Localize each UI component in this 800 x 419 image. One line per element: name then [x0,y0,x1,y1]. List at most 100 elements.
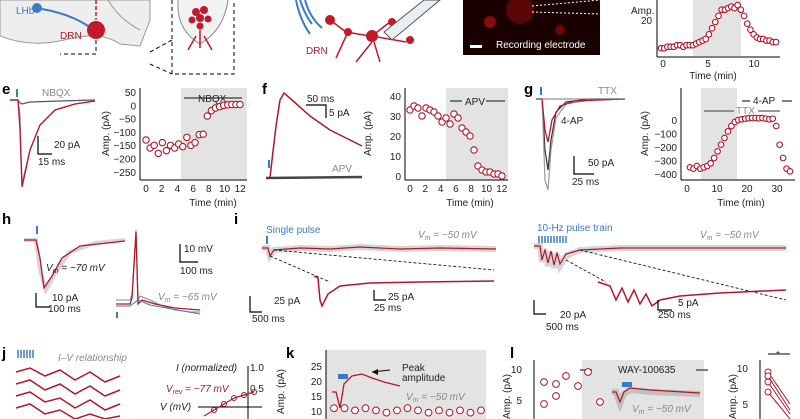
panel-l: l WAY-100635 10 5 Amp. (pA) Vm = −50 mV … [502,345,791,419]
panel-e-ylabel: Amp. (pA) [101,111,112,156]
panel-h-vm1: Vm = −70 mV [46,263,106,275]
panel-i-single-pulse: Single pulse [266,225,321,236]
top-plot-point [715,12,722,20]
panel-k-ylabel: Amp. (pA) [276,369,287,414]
panel-l-point [574,382,582,390]
panel-g-plot-point [721,134,728,142]
panel-g-plot-point [786,167,794,175]
panel-i-sb4-y: 5 pA [678,298,699,309]
panel-l-point [552,380,560,388]
panel-l2-ytick-10: 10 [737,364,749,375]
panel-k-point [330,404,338,413]
panel-l2-ylabel: Amp. (pA) [728,374,739,419]
panel-f-plot-point [434,112,442,120]
panel-f-sb-y: 5 pA [329,108,350,119]
panel-f-ytick: 20 [390,132,402,143]
panel-f-xlabel: Time (min) [446,198,493,209]
panel-j-inorm-tick: 1.0 [250,363,264,374]
panel-e-ytick: −50 [119,115,136,126]
panel-f-xtick: 6 [453,184,459,195]
panel-g-plot-point [717,141,725,149]
panel-i-sb4-x: 250 ms [658,310,691,321]
top-ytick: 20 [641,16,653,27]
panel-g-plot-point [776,141,784,149]
panel-h-sb2-y: 10 mV [184,244,213,255]
panel-g-plot-point [769,115,777,123]
panel-l-ytick-5: 5 [516,396,522,407]
panel-k-ytick: 15 [311,392,323,403]
panel-e-xtick: 8 [206,184,212,195]
panel-j-title: I–V relationship [58,353,127,364]
panel-l-point [540,378,548,386]
panel-i-vm2: Vm = −50 mV [700,230,760,242]
panel-g-ytick: 0 [671,116,677,127]
top-xtick-0: 0 [660,59,666,70]
panel-e-label: e [2,81,10,98]
panel-l-vm: Vm = −50 mV [632,404,692,416]
plot-markers [142,1,794,417]
panel-j-vrev: Vrev = −77 mV [166,384,230,396]
panel-e-plot-point [236,100,244,109]
panel-l-point [584,368,592,376]
panel-h-label: h [2,211,11,228]
panel-g-ttx-bar: TTX [736,106,755,117]
fluorescence-image: Recording electrode [463,0,601,55]
panel-e-plot-point [191,138,199,147]
panel-j-vlabel: V (mV) [160,402,191,413]
panel-f-plot-point [446,120,454,128]
panel-f-plot-point [414,104,422,112]
panel-g-plot-point [714,147,721,155]
panel-e-sb-x: 15 ms [38,157,65,168]
panel-e-ytick: 0 [130,101,136,112]
panel-f-ytick: 0 [395,172,401,183]
top-plot-point [705,31,713,38]
top-plot-point [711,18,719,26]
panel-e-ytick: 50 [125,88,137,99]
panel-k-ytick: 10 [311,407,323,418]
panel-i-vm: Vm = −50 mV [418,230,478,242]
panel-f-sb-x: 50 ms [307,94,334,105]
panel-j-inorm-tick2: 0.5 [250,384,264,395]
panel-h-sb1-x: 100 ms [48,304,81,315]
panel-k-point [382,408,391,417]
top-plot-point [743,20,751,27]
panel-e-plot-point [142,136,150,144]
panel-f-plot-point [466,132,474,140]
top-plot-point [702,35,710,43]
panel-l-point [596,398,604,406]
panel-g-ttx-label: TTX [598,86,617,97]
panel-g-xtick: 10 [711,184,723,195]
panel-h-sb2-x: 100 ms [180,266,213,277]
panel-k-point [340,404,349,413]
panel-f-drug: APV [332,164,352,175]
panel-j-inorm: I (normalized) [176,363,237,374]
panel-k-point [414,406,422,415]
panel-h-vm2: Vm = −65 mV [158,292,218,304]
panel-h-sb1-y: 10 pA [52,293,78,304]
electrode-label: Recording electrode [496,40,586,51]
panel-l-point [540,400,548,408]
top-plot-point [734,1,742,9]
panel-e-xtick: 4 [175,184,181,195]
panel-e-plot-point [199,130,207,138]
drn-nucleus [87,21,105,39]
stim-marker [16,89,18,97]
top-plot-point [740,12,748,20]
panel-e-ytick: −150 [113,141,136,152]
panel-g-xtick: 20 [741,184,753,195]
panel-g-xtick: 0 [684,184,690,195]
panel-f-ytick: 30 [390,112,402,123]
panel-i-sb2-x: 25 ms [374,303,401,314]
panel-g-ytick: −300 [654,157,677,168]
panel-k-point [361,404,370,413]
panel-g-plot-point [710,154,718,162]
panel-e: e NBQX 20 pA 15 ms [2,81,96,188]
panel-f-plot-point [498,172,506,180]
panel-h: h Vm = −70 mV 10 pA 100 ms 10 mV 100 ms … [2,211,218,318]
panel-f-xtick: 0 [407,184,413,195]
panel-i-label: i [234,211,238,228]
panel-k-point [403,404,412,413]
panel-k-point [477,406,485,415]
panel-g-sb-x: 25 ms [572,177,599,188]
panel-f-plot-point [470,146,478,154]
